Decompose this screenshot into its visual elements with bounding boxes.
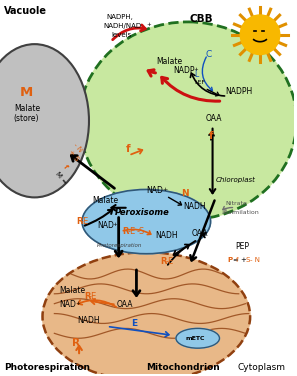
Text: M: M [20,86,33,99]
Text: NADPH: NADPH [225,87,253,96]
Text: R: R [123,227,129,237]
Text: f: f [126,144,130,155]
Text: -E: -E [127,227,136,237]
Text: +: + [113,221,117,227]
Text: OAA: OAA [117,300,133,309]
Text: LEF: LEF [195,80,206,85]
Text: PEP: PEP [235,242,249,251]
Text: - N: - N [72,142,83,153]
Ellipse shape [42,252,250,376]
Text: NAD: NAD [59,300,76,309]
Text: +: + [146,22,151,27]
Text: levels: levels [112,32,132,38]
Circle shape [240,15,280,55]
Ellipse shape [82,190,211,254]
Text: Nitrate: Nitrate [225,201,247,206]
Text: assimilation: assimilation [222,210,259,215]
Text: Chloroplast: Chloroplast [216,177,255,183]
Text: E: E [132,320,138,328]
Text: mETC: mETC [186,336,205,341]
Text: +: + [75,301,80,306]
Text: Photorespiration: Photorespiration [4,363,90,372]
Text: (store): (store) [14,114,39,123]
Text: Malate: Malate [156,58,182,67]
Text: M =: M = [55,171,68,186]
Text: Photorespiration: Photorespiration [97,243,142,248]
Text: Mitochondrion: Mitochondrion [146,363,220,372]
Text: + S: + S [67,149,80,162]
Text: Cytoplasm: Cytoplasm [237,363,285,372]
Text: Peroxisome: Peroxisome [115,208,169,217]
Text: OAA: OAA [206,114,222,123]
Text: P: P [228,257,233,263]
Text: NADPH,: NADPH, [107,14,134,20]
Text: f: f [236,257,239,263]
Text: -S: -S [136,227,145,237]
Text: Malate: Malate [14,104,40,113]
Text: - N: - N [250,257,260,263]
Text: NAD: NAD [146,186,163,195]
Text: -E: -E [89,292,97,301]
Text: Malate: Malate [59,286,86,295]
Text: NADH: NADH [77,317,100,326]
Text: R: R [76,217,83,226]
Text: -E: -E [165,257,173,266]
Ellipse shape [0,44,89,197]
Text: R: R [84,292,91,301]
Text: f: f [208,130,213,141]
Text: L: L [194,70,198,79]
Ellipse shape [79,22,297,220]
Text: NADP: NADP [173,66,195,75]
Text: NADH/NAD: NADH/NAD [104,23,142,29]
Text: NADH: NADH [183,202,206,211]
Text: NADH: NADH [155,231,178,240]
Text: +: + [162,187,168,192]
Text: Malate: Malate [92,196,118,205]
Text: =: = [232,257,238,263]
Text: +: + [194,67,198,72]
Text: R: R [72,338,80,348]
Text: +: + [240,257,246,263]
Text: Vacuole: Vacuole [4,6,47,16]
Text: OAA: OAA [192,229,208,238]
Text: S: S [245,257,249,263]
Text: f: f [62,164,69,170]
Text: CBB: CBB [190,14,214,24]
Text: -E: -E [81,217,89,226]
Text: NAD: NAD [97,221,114,229]
Text: R: R [160,257,167,266]
Ellipse shape [176,328,219,348]
Text: N: N [181,189,189,198]
Text: C: C [206,50,212,59]
